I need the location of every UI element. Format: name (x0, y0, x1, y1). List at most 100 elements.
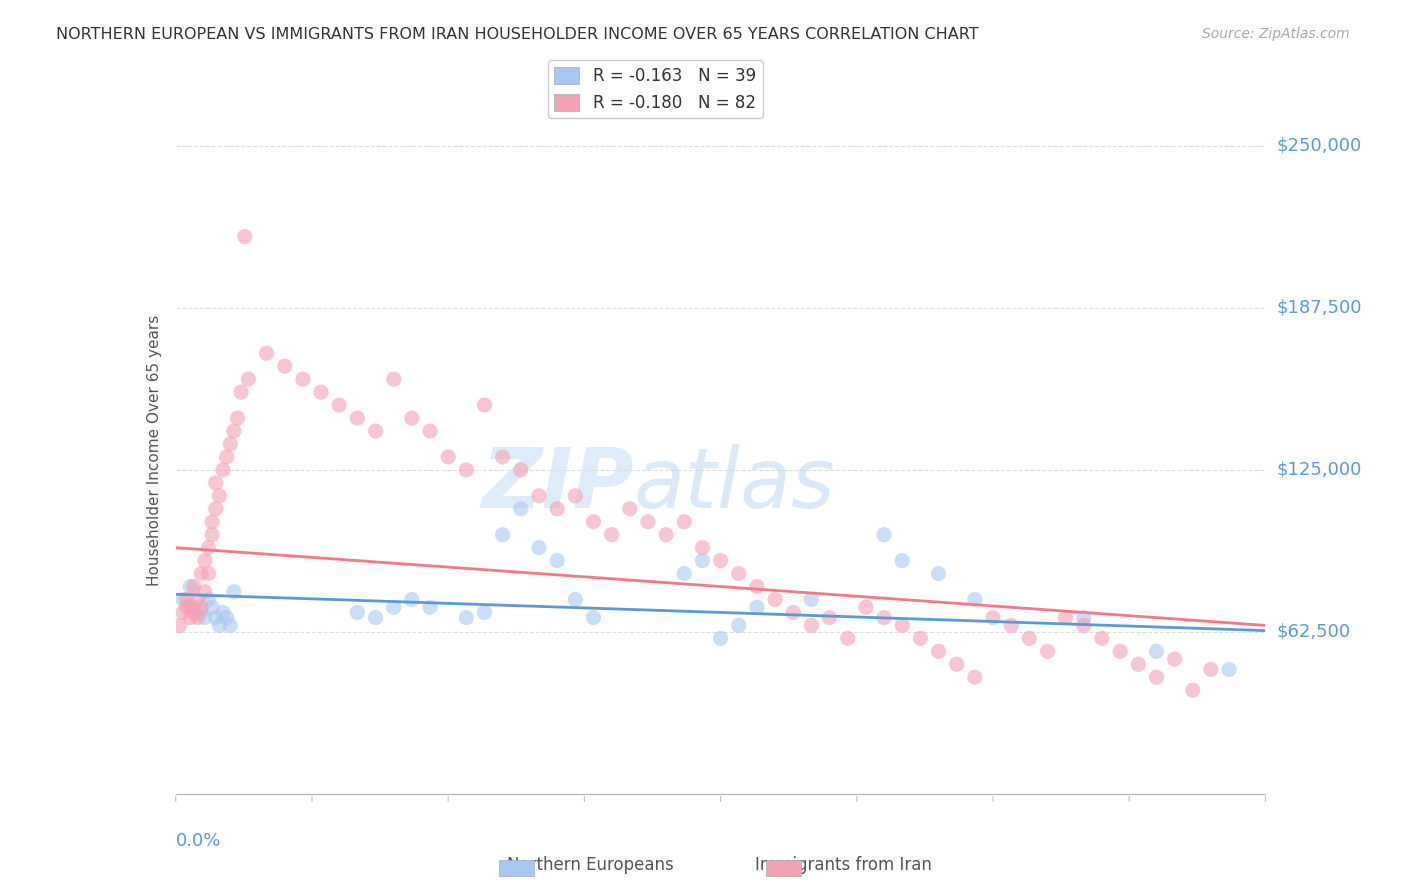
Point (172, 606, 194, 620)
Point (492, 527, 515, 541)
Point (1054, 610, 1077, 624)
Point (238, 372, 260, 386)
Point (564, 592, 586, 607)
Point (364, 610, 387, 624)
Point (546, 553, 568, 567)
Point (197, 592, 219, 607)
Point (197, 566, 219, 581)
Point (564, 489, 586, 503)
Point (204, 475, 226, 490)
Text: ZIP: ZIP (481, 444, 633, 525)
Point (1128, 657, 1150, 672)
Point (891, 618, 914, 632)
Point (910, 632, 932, 646)
Point (637, 515, 659, 529)
Point (1199, 663, 1222, 677)
Point (673, 566, 696, 581)
Point (208, 618, 231, 632)
Point (309, 385, 332, 400)
Point (291, 372, 314, 386)
Point (190, 606, 212, 620)
Point (873, 527, 896, 541)
Point (527, 489, 550, 503)
Point (1073, 618, 1095, 632)
Text: atlas: atlas (633, 444, 835, 525)
Point (172, 592, 194, 607)
Point (928, 644, 950, 658)
Point (201, 600, 224, 615)
Point (212, 606, 235, 620)
Point (673, 515, 696, 529)
Point (1000, 618, 1022, 632)
Point (1073, 610, 1095, 624)
Point (963, 592, 986, 607)
Y-axis label: Householder Income Over 65 years: Householder Income Over 65 years (146, 315, 162, 586)
Point (179, 600, 201, 615)
Point (194, 584, 217, 599)
Point (600, 527, 623, 541)
Point (419, 600, 441, 615)
Point (1036, 644, 1059, 658)
Point (1018, 632, 1040, 646)
Text: Northern Europeans: Northern Europeans (508, 856, 673, 874)
Point (401, 411, 423, 425)
Point (456, 610, 478, 624)
Point (186, 610, 209, 624)
Point (183, 600, 205, 615)
Point (233, 229, 256, 244)
Point (546, 501, 568, 516)
Point (474, 398, 496, 412)
Text: $62,500: $62,500 (1277, 623, 1350, 640)
Point (928, 566, 950, 581)
Point (364, 424, 387, 438)
Point (346, 411, 368, 425)
Point (763, 592, 786, 607)
Point (179, 580, 201, 594)
Point (655, 527, 678, 541)
Point (1091, 632, 1114, 646)
Point (945, 657, 967, 672)
Legend: R = -0.163   N = 39, R = -0.180   N = 82: R = -0.163 N = 39, R = -0.180 N = 82 (548, 61, 762, 119)
Point (183, 580, 205, 594)
Point (204, 610, 226, 624)
Text: Immigrants from Iran: Immigrants from Iran (755, 856, 932, 874)
Point (745, 600, 768, 615)
Point (1163, 652, 1185, 666)
Point (190, 566, 212, 581)
Point (382, 372, 405, 386)
Point (745, 580, 768, 594)
Point (328, 398, 350, 412)
Point (619, 501, 641, 516)
Point (727, 566, 749, 581)
Point (274, 359, 297, 374)
Point (1146, 644, 1168, 658)
Point (582, 610, 605, 624)
Point (509, 463, 531, 477)
Point (401, 592, 423, 607)
Point (222, 584, 245, 599)
Point (346, 606, 368, 620)
Point (194, 553, 217, 567)
Point (183, 606, 205, 620)
Point (837, 632, 859, 646)
Point (981, 610, 1004, 624)
Point (727, 618, 749, 632)
Point (818, 610, 841, 624)
Text: $187,500: $187,500 (1277, 299, 1362, 317)
Point (419, 424, 441, 438)
Point (219, 618, 242, 632)
Point (201, 527, 224, 541)
Point (194, 610, 217, 624)
Point (710, 632, 733, 646)
Point (1218, 663, 1240, 677)
Point (800, 618, 823, 632)
Point (179, 610, 201, 624)
Point (456, 463, 478, 477)
Point (1146, 670, 1168, 684)
Point (692, 553, 714, 567)
Point (197, 541, 219, 555)
Text: $125,000: $125,000 (1277, 461, 1361, 479)
Text: $250,000: $250,000 (1277, 136, 1361, 155)
Point (382, 600, 405, 615)
Point (492, 450, 515, 464)
